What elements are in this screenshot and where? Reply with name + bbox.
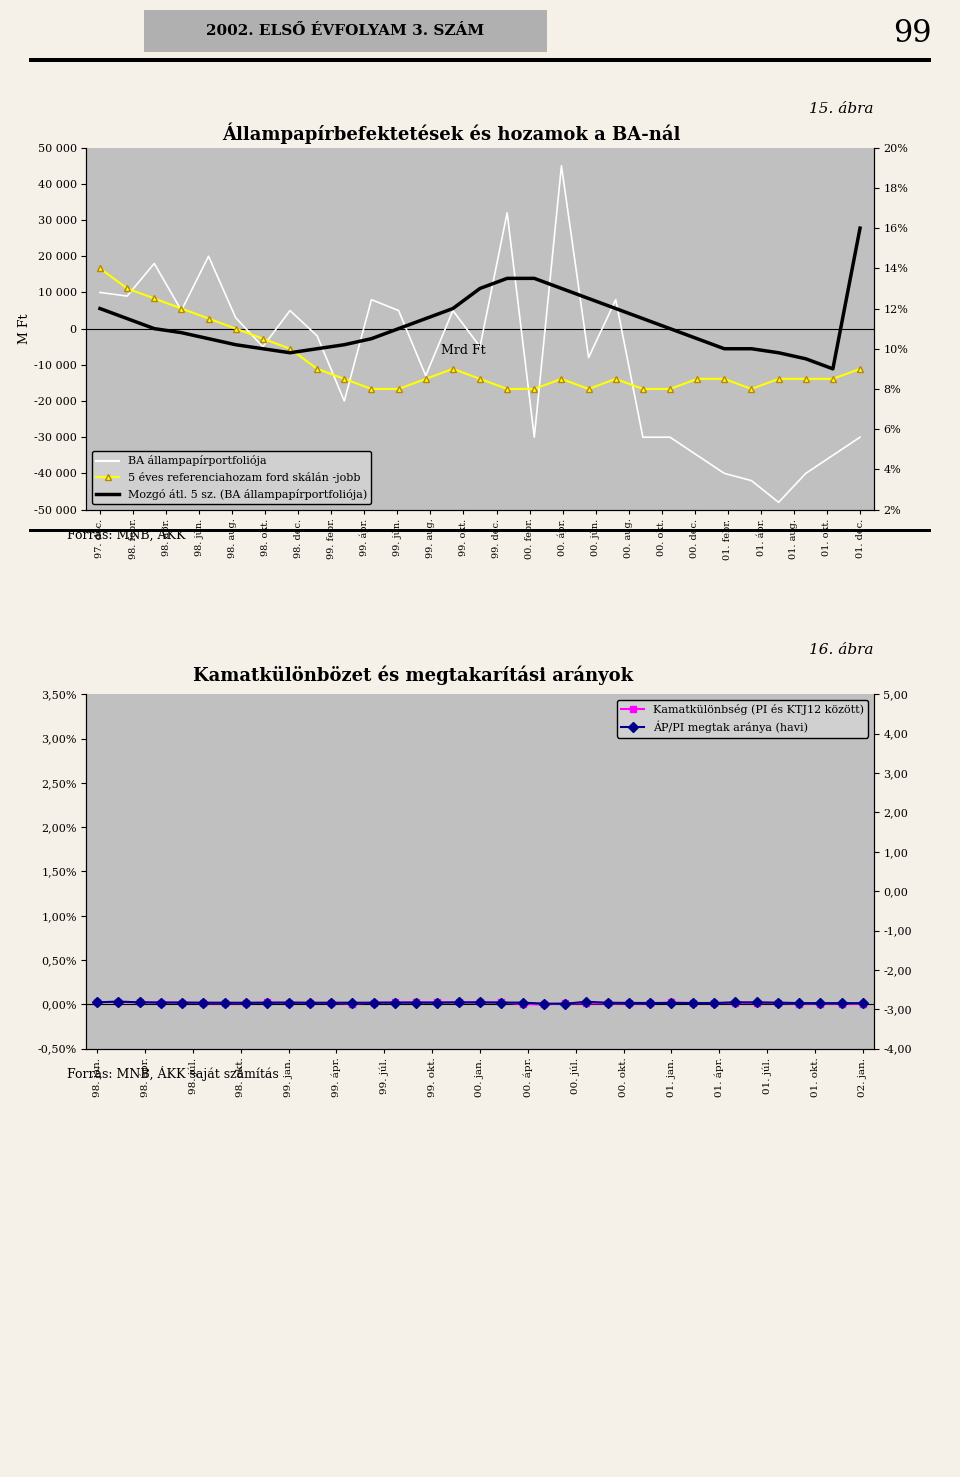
Text: Forrás: MNB, ÁKK saját számítás: Forrás: MNB, ÁKK saját számítás (67, 1066, 279, 1081)
Y-axis label: M Ft: M Ft (18, 313, 31, 344)
Text: 16. ábra: 16. ábra (809, 642, 874, 657)
Text: Állampapírbefektetések és hozamok a BA-nál: Állampapírbefektetések és hozamok a BA-n… (222, 123, 681, 143)
Legend: BA állampapírportfoliója, 5 éves referenciahozam ford skálán -jobb, Mozgó átl. 5: BA állampapírportfoliója, 5 éves referen… (92, 450, 372, 504)
Text: 99: 99 (893, 18, 931, 49)
Text: Mrd Ft: Mrd Ft (441, 344, 485, 357)
Text: Kamatkülönbözet és megtakarítási arányok: Kamatkülönbözet és megtakarítási arányok (193, 665, 633, 685)
Text: 2002. ELSŐ ÉVFOLYAM 3. SZÁM: 2002. ELSŐ ÉVFOLYAM 3. SZÁM (206, 24, 485, 38)
Text: Forrás: MNB, ÁKK: Forrás: MNB, ÁKK (67, 527, 185, 542)
Text: 15. ábra: 15. ábra (809, 102, 874, 117)
Legend: Kamatkülönbség (PI és KTJ12 között), ÁP/PI megtak aránya (havi): Kamatkülönbség (PI és KTJ12 között), ÁP/… (617, 700, 868, 737)
